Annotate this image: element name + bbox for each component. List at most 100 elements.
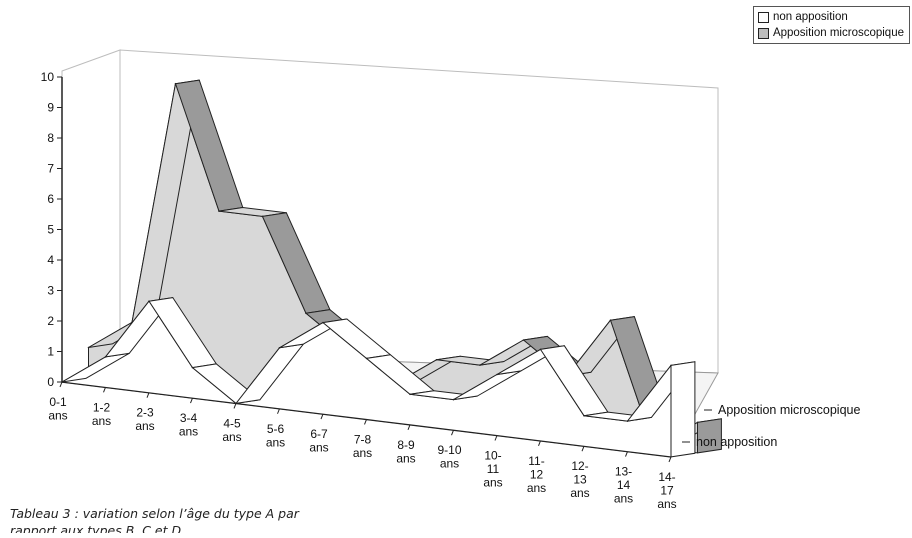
data-point (235, 402, 237, 405)
x-tick-label-line: ans (135, 419, 154, 433)
y-tick-label: 10 (41, 70, 55, 84)
chart-caption: Tableau 3 : variation selon l’âge du typ… (10, 506, 299, 533)
data-point (261, 215, 264, 218)
x-tick-label: 12-13 ans (570, 459, 589, 500)
data-point (218, 210, 220, 212)
x-tick-label: 6-7 ans (309, 427, 328, 455)
x-tick-mark (59, 381, 63, 388)
x-tick-mark (233, 403, 237, 409)
data-point (278, 347, 281, 349)
x-tick-label: 11-12 ans (527, 454, 546, 495)
x-tick-label-line: ans (396, 451, 415, 465)
y-tick-label: 8 (47, 131, 54, 145)
legend: non apposition Apposition microscopique (752, 6, 910, 44)
x-tick-label-line: ans (222, 430, 241, 444)
data-point (174, 82, 177, 85)
x-tick-label: 8-9 ans (396, 438, 415, 466)
data-point (452, 398, 455, 401)
x-tick-mark (538, 440, 541, 447)
x-tick-label-line: ans (483, 476, 502, 490)
series-non-apposition (61, 297, 696, 458)
y-tick-label: 4 (47, 253, 54, 267)
data-point (670, 364, 672, 367)
x-tick-label: 0-1 ans (48, 395, 67, 423)
x-tick-label: 4-5 ans (222, 416, 241, 444)
data-point (522, 339, 525, 341)
data-point (409, 393, 411, 396)
y-tick-label: 2 (47, 314, 54, 328)
x-tick-label-line: 12 (530, 467, 544, 481)
x-tick-label-line: 8-9 (397, 438, 415, 452)
x-tick-label-line: 13 (573, 473, 587, 487)
x-tick-label-line: 2-3 (136, 406, 154, 420)
x-tick-label-line: ans (353, 446, 372, 460)
data-point (87, 346, 90, 349)
x-tick-label-line: ans (309, 441, 328, 455)
y-tick-label: 9 (47, 101, 54, 115)
data-point (696, 421, 699, 424)
x-tick-label-line: 0-1 (49, 395, 67, 409)
legend-swatch-apposition-microscopique (757, 27, 769, 39)
x-tick-label-line: 10- (484, 449, 501, 463)
y-tick-label: 5 (47, 223, 54, 237)
data-point (609, 319, 612, 322)
data-point (626, 420, 629, 422)
x-tick-label-line: ans (179, 425, 198, 439)
data-point (583, 414, 585, 417)
x-tick-mark (146, 392, 150, 398)
legend-item-apposition-microscopique: Apposition microscopique (757, 25, 904, 41)
x-tick-mark (668, 456, 672, 463)
x-tick-label-line: 11 (487, 462, 500, 476)
x-tick-label-line: 4-5 (223, 416, 241, 430)
x-tick-label: 13-14 ans (614, 465, 633, 506)
x-tick-label: 5-6 ans (266, 422, 285, 450)
x-tick-label-line: ans (614, 492, 633, 506)
x-tick-mark (494, 435, 498, 441)
series-end-cap (697, 418, 722, 454)
x-tick-label-line: 11- (528, 454, 544, 468)
x-tick-label-line: 6-7 (310, 427, 328, 441)
data-point (305, 312, 307, 315)
data-point (365, 357, 368, 360)
series-end-cap (670, 361, 696, 458)
data-point (148, 300, 150, 303)
data-point (322, 321, 324, 324)
x-tick-mark (277, 408, 280, 414)
x-tick-label-line: ans (657, 497, 676, 511)
x-tick-mark (451, 429, 454, 436)
x-tick-label: 14-17 ans (657, 470, 676, 511)
x-tick-label-line: ans (527, 481, 546, 495)
x-tick-label-line: ans (48, 409, 67, 423)
x-tick-label-line: 14- (658, 470, 675, 484)
x-tick-label-line: 12- (571, 459, 588, 473)
data-point (104, 356, 107, 358)
data-point (479, 364, 481, 366)
data-point (435, 359, 438, 361)
x-tick-label-line: 17 (660, 483, 674, 497)
x-tick-label: 9-10 ans (437, 443, 461, 471)
depth-axis-label: non apposition (696, 435, 777, 449)
x-tick-label-line: 9-10 (437, 443, 461, 457)
y-tick-label: 1 (47, 345, 54, 359)
x-tick-mark (407, 424, 411, 430)
y-tick-label: 7 (47, 162, 54, 176)
x-tick-label-line: 3-4 (180, 411, 198, 425)
data-point (191, 366, 194, 369)
data-point (496, 373, 498, 376)
x-tick-label-line: 13- (615, 465, 632, 479)
x-tick-label-line: ans (266, 435, 285, 449)
x-tick-mark (625, 451, 628, 457)
x-tick-label: 1-2 ans (92, 400, 111, 428)
x-tick-label: 2-3 ans (135, 406, 154, 434)
x-tick-label-line: 7-8 (354, 432, 372, 446)
x-tick-label-line: ans (440, 457, 459, 471)
x-tick-label: 7-8 ans (353, 432, 372, 460)
x-tick-label-line: 14 (617, 478, 631, 492)
x-tick-mark (190, 397, 193, 404)
x-tick-mark (581, 446, 585, 452)
legend-swatch-non-apposition (757, 11, 769, 23)
y-tick-label: 6 (47, 192, 54, 206)
x-tick-label-line: ans (570, 486, 589, 500)
